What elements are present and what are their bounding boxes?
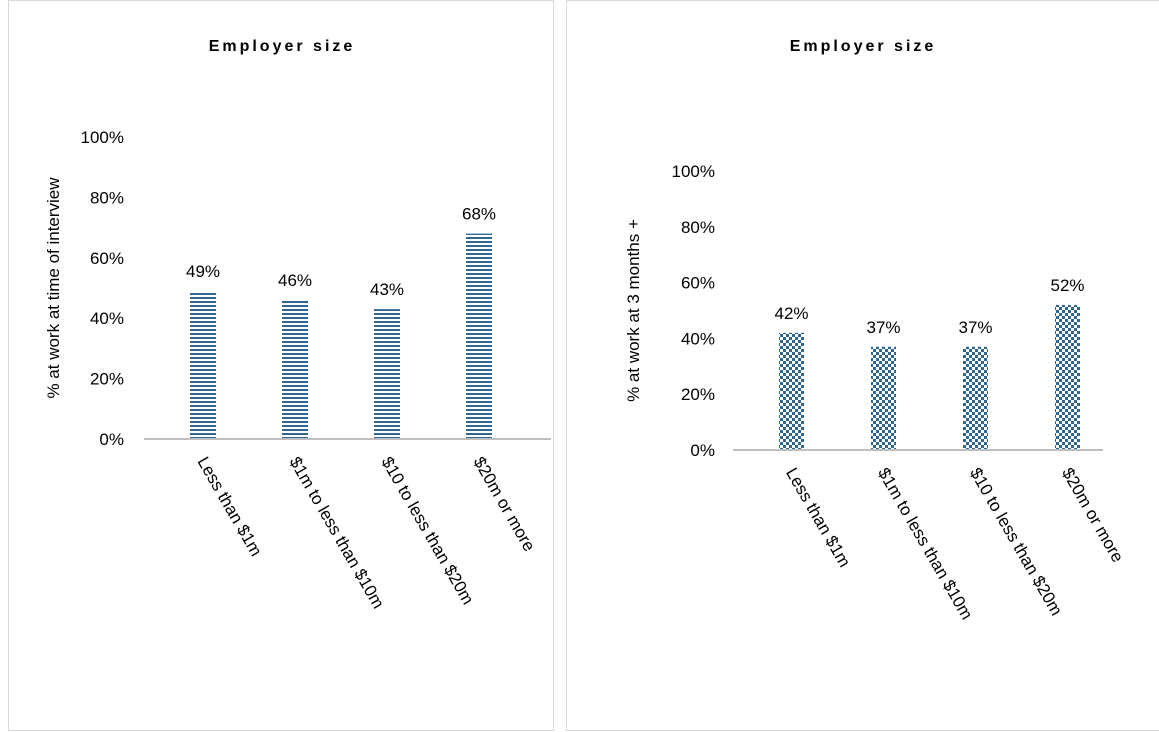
category-label: $20m or more: [470, 454, 539, 555]
y-tick-label: 100%: [672, 162, 715, 181]
data-label: 37%: [866, 318, 900, 337]
data-label: 49%: [186, 262, 220, 281]
y-tick-label: 40%: [90, 309, 124, 328]
y-tick-label: 100%: [81, 128, 124, 147]
category-label: $1m to less than $10m: [874, 465, 976, 623]
data-label: 37%: [958, 318, 992, 337]
data-label: 46%: [278, 271, 312, 290]
y-axis-title: % at work at 3 months +: [624, 219, 643, 402]
data-label: 42%: [774, 304, 808, 323]
bar: [1055, 304, 1080, 450]
category-label: $1m to less than $10m: [286, 454, 388, 612]
bar: [466, 233, 492, 439]
category-label: Less than $1m: [782, 465, 854, 571]
category-label: $20m or more: [1058, 465, 1127, 566]
bar-chart-3-months: Employer size 0% 20% 40% 60% 80% 100% % at work…: [624, 38, 1127, 623]
y-tick-label: 20%: [90, 370, 124, 389]
chart-title: Employer size: [790, 38, 937, 55]
data-label: 68%: [462, 205, 496, 224]
bar: [963, 346, 988, 450]
bar: [779, 332, 804, 450]
chart-panel-3-months: Employer size 0% 20% 40% 60% 80% 100% % at work…: [566, 0, 1159, 731]
bar: [190, 291, 216, 439]
chart-panel-interview: Employer size 0% 20% 40% 60% 80% 100% % at work…: [8, 0, 554, 731]
bar-chart-interview: Employer size 0% 20% 40% 60% 80% 100% % at work…: [44, 38, 551, 612]
data-label: 52%: [1050, 276, 1084, 295]
y-tick-label: 0%: [690, 441, 715, 460]
data-label: 43%: [370, 280, 404, 299]
y-tick-label: 80%: [90, 188, 124, 207]
bar: [374, 309, 400, 439]
y-tick-label: 60%: [90, 249, 124, 268]
category-label: $10 to less than $20m: [378, 454, 478, 608]
y-tick-label: 0%: [99, 430, 124, 449]
y-tick-label: 40%: [681, 329, 715, 348]
y-tick-label: 20%: [681, 385, 715, 404]
bar: [282, 300, 308, 439]
y-axis-title: % at work at time of interview: [44, 177, 63, 399]
bar: [871, 346, 896, 450]
category-label: $10 to less than $20m: [966, 465, 1066, 619]
chart-title: Employer size: [209, 38, 356, 55]
y-tick-label: 60%: [681, 274, 715, 293]
category-label: Less than $1m: [194, 454, 266, 560]
y-tick-label: 80%: [681, 218, 715, 237]
